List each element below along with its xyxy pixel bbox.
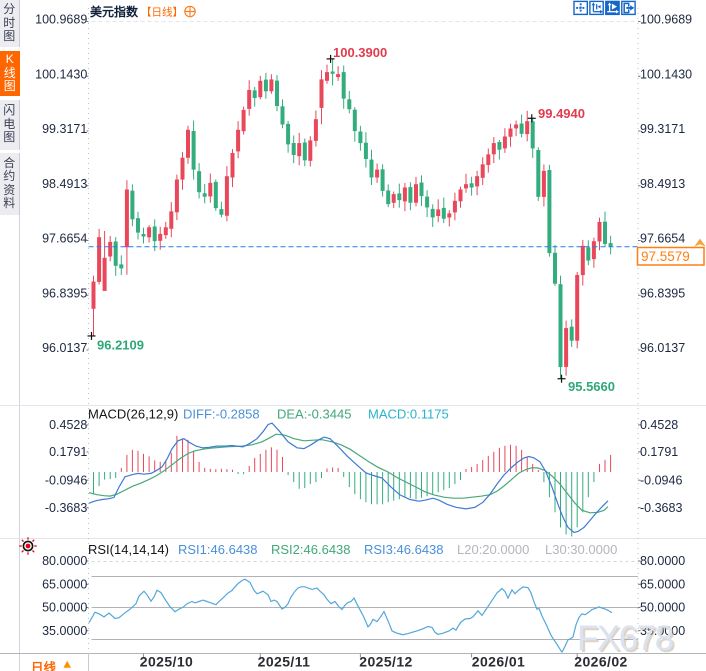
svg-text:DIFF:-0.2858: DIFF:-0.2858 [183,407,260,422]
svg-text:0.4528: 0.4528 [49,418,87,432]
svg-text:-0.3683: -0.3683 [640,501,682,515]
svg-text:100.3900: 100.3900 [333,45,387,60]
svg-text:2025/12: 2025/12 [359,654,412,670]
svg-text:-0.0946: -0.0946 [45,473,87,487]
svg-text:0.4528: 0.4528 [640,418,678,432]
svg-text:RSI2:46.6438: RSI2:46.6438 [271,542,351,557]
svg-text:99.3171: 99.3171 [640,122,685,136]
svg-text:MACD(26,12,9): MACD(26,12,9) [88,407,178,422]
svg-text:RSI(14,14,14): RSI(14,14,14) [88,542,169,557]
svg-text:96.2109: 96.2109 [97,338,144,353]
svg-text:96.8395: 96.8395 [42,286,87,300]
svg-text:100.1430: 100.1430 [640,67,692,81]
svg-text:65.0000: 65.0000 [42,578,87,592]
svg-text:80.0000: 80.0000 [42,554,87,568]
svg-text:2025/11: 2025/11 [258,654,311,670]
svg-text:2026/02: 2026/02 [574,654,627,670]
svg-text:98.4913: 98.4913 [42,177,87,191]
svg-text:97.6654: 97.6654 [42,232,87,246]
svg-text:MACD:0.1175: MACD:0.1175 [368,407,449,422]
svg-text:100.9689: 100.9689 [640,13,692,27]
svg-text:2026/01: 2026/01 [472,654,525,670]
svg-text:RSI1:46.6438: RSI1:46.6438 [178,542,258,557]
svg-text:DEA:-0.3445: DEA:-0.3445 [277,407,351,422]
svg-text:97.5579: 97.5579 [641,249,690,264]
svg-text:FX678: FX678 [577,619,673,658]
svg-text:95.5660: 95.5660 [568,379,615,394]
svg-text:2025/10: 2025/10 [140,654,193,670]
svg-text:L20:20.0000: L20:20.0000 [457,542,529,557]
svg-text:65.0000: 65.0000 [640,578,685,592]
svg-text:98.4913: 98.4913 [640,177,685,191]
svg-text:-0.3683: -0.3683 [45,501,87,515]
svg-text:-0.0946: -0.0946 [640,473,682,487]
svg-text:100.9689: 100.9689 [35,13,87,27]
svg-text:35.0000: 35.0000 [42,624,87,638]
svg-text:0.1791: 0.1791 [49,445,87,459]
svg-text:美元指数: 美元指数 [90,4,139,19]
svg-text:80.0000: 80.0000 [640,554,685,568]
svg-text:L30:30.0000: L30:30.0000 [545,542,617,557]
svg-text:FX678: FX678 [579,621,675,660]
svg-text:96.0137: 96.0137 [42,341,87,355]
svg-text:100.1430: 100.1430 [35,67,87,81]
svg-text:99.4940: 99.4940 [538,106,585,121]
svg-text:0.1791: 0.1791 [640,445,678,459]
svg-text:35.0000: 35.0000 [640,624,685,638]
svg-text:97.6654: 97.6654 [640,232,685,246]
svg-text:99.3171: 99.3171 [42,122,87,136]
svg-text:50.0000: 50.0000 [640,601,685,615]
svg-text:96.8395: 96.8395 [640,286,685,300]
svg-text:RSI3:46.6438: RSI3:46.6438 [364,542,444,557]
svg-text:【日线】: 【日线】 [141,5,183,18]
svg-text:50.0000: 50.0000 [42,601,87,615]
svg-text:96.0137: 96.0137 [640,341,685,355]
